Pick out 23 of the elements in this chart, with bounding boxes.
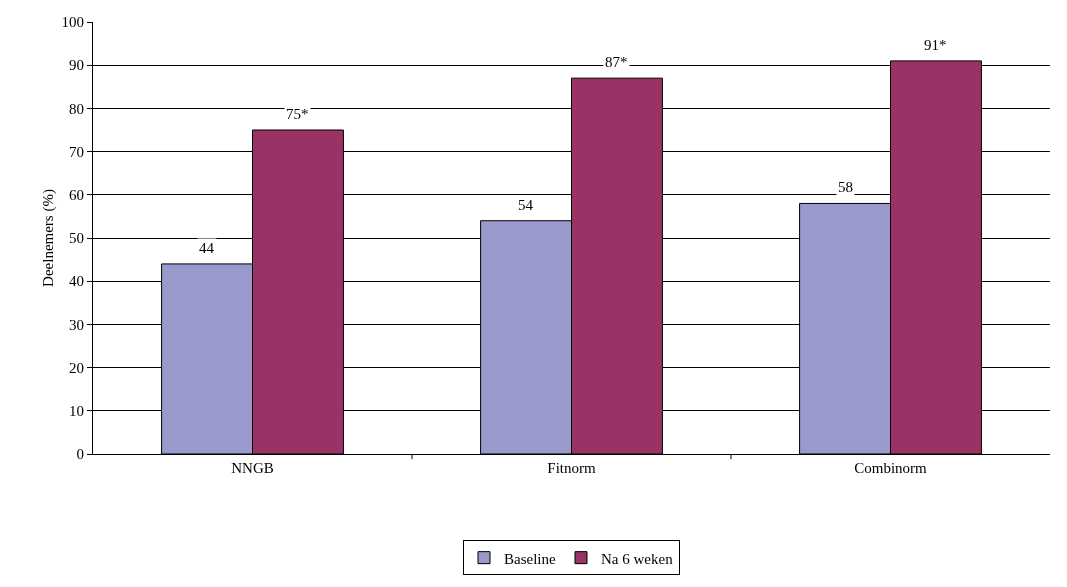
y-tick-label: 30	[69, 316, 84, 333]
y-tick-label: 70	[69, 143, 84, 160]
y-tick-label: 100	[61, 14, 84, 31]
y-tick-label: 0	[76, 446, 84, 463]
y-tick-label: 80	[69, 100, 84, 117]
data-label: 44	[199, 240, 215, 256]
x-tick-label: Combinorm	[854, 460, 928, 476]
x-tick-label: Fitnorm	[547, 460, 596, 476]
data-label: 91*	[924, 37, 947, 53]
y-tick-label: 20	[69, 359, 84, 376]
x-tick-label: NNGB	[231, 460, 274, 476]
y-tick-label: 60	[69, 187, 84, 204]
y-tick-label: 40	[69, 273, 84, 290]
legend-label: Na 6 weken	[600, 550, 674, 567]
data-label: 87*	[605, 54, 628, 70]
data-label: 75*	[286, 106, 309, 122]
data-label: 58	[838, 179, 853, 195]
y-axis-title: Deelnemers (%)	[40, 189, 57, 287]
y-tick-label: 10	[69, 403, 84, 420]
y-tick-label: 50	[69, 230, 84, 247]
legend-label: Baseline	[504, 550, 556, 567]
y-tick-label: 90	[69, 57, 84, 74]
data-label: 54	[518, 197, 534, 213]
